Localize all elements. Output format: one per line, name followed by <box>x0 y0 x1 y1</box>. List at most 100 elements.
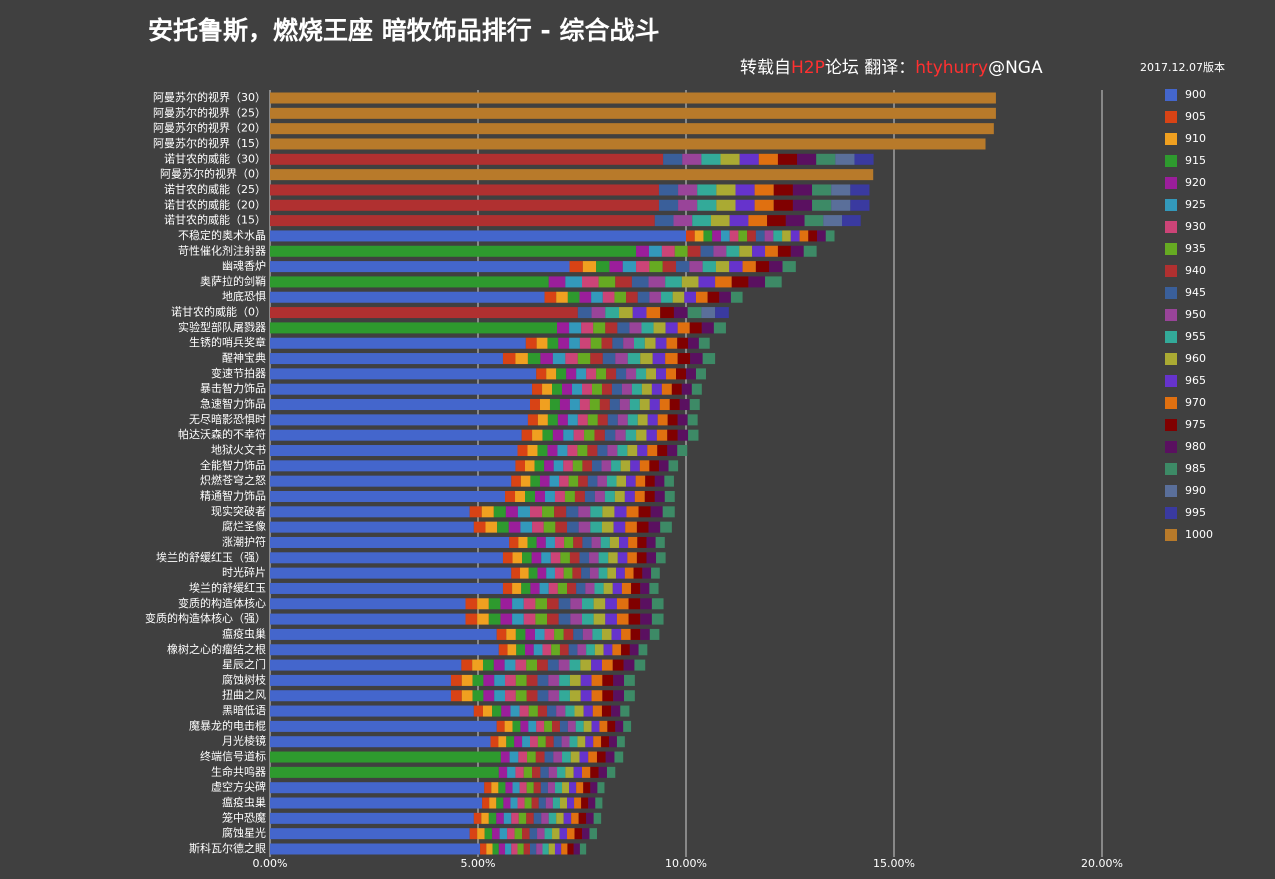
bar-segment <box>555 521 568 533</box>
bar-segment <box>729 261 743 273</box>
bar-segment <box>520 521 533 533</box>
bar-segment <box>512 552 523 564</box>
bar-segment <box>499 828 508 840</box>
bar-segment <box>631 276 649 288</box>
bar-segment <box>626 291 638 303</box>
y-tick-label: 腐蚀星光 <box>222 826 266 840</box>
bar-segment <box>739 245 753 257</box>
y-tick-label: 埃兰的舒缓红玉 <box>189 580 266 594</box>
bar-segment <box>561 736 570 748</box>
bar-segment <box>617 414 628 426</box>
bar-segment <box>790 245 804 257</box>
bar-segment <box>517 445 528 457</box>
bar-segment <box>596 368 607 380</box>
bar-segment <box>604 490 615 502</box>
bar-segment <box>547 705 557 717</box>
bar-segment <box>614 506 627 518</box>
bar-segment <box>270 307 578 319</box>
y-tick-label: 瘟疫虫巢 <box>222 795 266 809</box>
bar-segment <box>769 261 783 273</box>
bar-segment <box>597 782 605 794</box>
bar-segment <box>525 460 535 472</box>
bar-segment <box>656 368 667 380</box>
bar-segment <box>597 475 607 487</box>
bar-segment <box>623 659 635 671</box>
bar-segment <box>642 567 652 579</box>
bar-segment <box>812 199 832 211</box>
bar-segment <box>586 812 594 824</box>
bar-segment <box>528 720 537 732</box>
bar-segment <box>473 812 482 824</box>
y-tick-label: 醒神宝典 <box>222 351 266 365</box>
bar-segment <box>270 567 512 579</box>
x-tick-label: 10.00% <box>665 857 707 870</box>
bar-segment <box>612 337 624 349</box>
bar-segment <box>651 598 664 610</box>
legend-label: 965 <box>1185 374 1206 387</box>
bar-segment <box>554 843 562 855</box>
bar-segment <box>477 613 489 625</box>
bar-segment <box>561 843 568 855</box>
bar-segment <box>526 690 538 702</box>
legend-label: 940 <box>1185 264 1206 277</box>
bar-segment <box>568 475 579 487</box>
bar-segment <box>511 843 518 855</box>
bar-segment <box>270 445 518 457</box>
bar-segment <box>649 261 663 273</box>
bar-segment <box>517 843 524 855</box>
bar-segment <box>677 445 688 457</box>
bar-segment <box>559 720 568 732</box>
bar-segment <box>850 184 870 196</box>
x-tick-label: 0.00% <box>253 857 288 870</box>
bar-segment <box>552 353 566 365</box>
subtitle-part: htyhurry <box>915 58 988 78</box>
bar-segment <box>615 720 624 732</box>
bar-segment <box>469 828 478 840</box>
bar-segment <box>647 414 658 426</box>
legend-swatch <box>1165 529 1177 541</box>
bar-segment <box>545 797 553 809</box>
bar-segment <box>678 184 698 196</box>
bar-segment <box>270 659 462 671</box>
bar-segment <box>486 843 493 855</box>
bar-segment <box>692 215 711 227</box>
bar-segment <box>613 521 626 533</box>
bar-segment <box>500 751 510 763</box>
bar-segment <box>712 230 721 242</box>
bar-segment <box>661 383 672 395</box>
bar-segment <box>586 368 597 380</box>
bar-segment <box>580 674 592 686</box>
bar-segment <box>648 276 666 288</box>
bar-segment <box>573 536 583 548</box>
bar-segment <box>716 199 736 211</box>
bar-segment <box>559 475 569 487</box>
bar-segment <box>588 751 597 763</box>
bar-segment <box>270 429 522 441</box>
bar-segment <box>492 843 499 855</box>
legend-swatch <box>1165 111 1177 123</box>
bar-segment <box>481 506 494 518</box>
legend-label: 1000 <box>1185 528 1213 541</box>
bar-segment <box>583 782 591 794</box>
bar-segment <box>569 399 580 411</box>
bar-segment <box>535 751 545 763</box>
bar-segment <box>640 598 652 610</box>
bar-segment <box>602 690 614 702</box>
bar-segment <box>586 644 595 656</box>
bar-segment <box>777 153 798 165</box>
bar-segment <box>582 276 599 288</box>
bar-segment <box>270 276 549 288</box>
bar-segment <box>532 383 543 395</box>
y-tick-label: 橡树之心的瘤结之根 <box>167 642 266 656</box>
y-tick-label: 诺甘农的威能（25） <box>164 182 266 196</box>
legend-label: 910 <box>1185 132 1206 145</box>
bar-segment <box>702 261 716 273</box>
legend-swatch <box>1165 309 1177 321</box>
bar-segment <box>565 766 574 778</box>
bar-segment <box>584 429 595 441</box>
bar-segment <box>526 782 534 794</box>
bar-segment <box>697 184 717 196</box>
bar-segment <box>792 199 813 211</box>
bar-segment <box>547 337 559 349</box>
bar-segment <box>532 766 541 778</box>
